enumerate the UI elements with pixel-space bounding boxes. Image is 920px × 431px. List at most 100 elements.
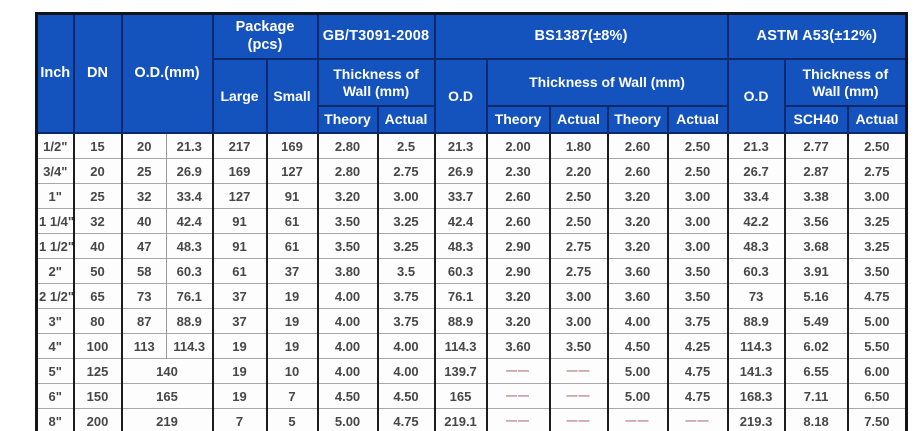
cell-astm-od: 114.3 <box>726 333 785 359</box>
col-header-package: Package (pcs) <box>211 12 319 60</box>
cell-package-large: 91 <box>211 233 267 259</box>
cell-gb-theory: 4.00 <box>316 283 378 309</box>
cell-astm-actual: 5.50 <box>846 333 907 359</box>
table-row: 3" 80 87 88.9 37 19 4.00 3.75 88.9 3.20 3.00 4.00 3.… <box>36 308 907 334</box>
cell-astm-od: 168.3 <box>726 383 785 409</box>
cell-bs-theory-1: 2.90 <box>485 233 550 259</box>
col-header-bs-od: O.D <box>433 58 488 134</box>
col-header-bs-theory-1: Theory <box>485 105 551 134</box>
cell-bs-theory-1: 2.60 <box>485 183 550 209</box>
col-header-bs-theory-2: Theory <box>606 105 669 134</box>
cell-bs-theory-2: 3.60 <box>606 283 668 309</box>
cell-od-actual: 21.3 <box>166 132 213 159</box>
cell-astm-actual: 7.50 <box>846 408 907 431</box>
cell-gb-actual: 4.50 <box>376 383 435 409</box>
cell-bs-actual-2: 4.25 <box>666 333 728 359</box>
cell-astm-sch40: 8.18 <box>783 408 848 431</box>
col-header-bs-actual-1: Actual <box>548 105 609 134</box>
cell-package-large: 37 <box>211 283 267 309</box>
cell-package-small: 19 <box>265 283 318 309</box>
cell-bs-theory-2: 3.20 <box>606 208 668 234</box>
cell-astm-actual: 2.50 <box>846 132 907 159</box>
cell-package-small: 61 <box>265 208 318 234</box>
cell-astm-actual: 3.50 <box>846 258 907 284</box>
cell-gb-actual: 3.25 <box>376 233 435 259</box>
cell-od-actual: 88.9 <box>166 308 213 334</box>
cell-bs-theory-1: 2.30 <box>485 158 550 184</box>
cell-astm-od: 26.7 <box>726 158 785 184</box>
cell-dn: 40 <box>72 233 122 259</box>
cell-bs-theory-2: 2.60 <box>606 158 668 184</box>
cell-bs-theory-2: 4.50 <box>606 333 668 359</box>
cell-bs-actual-2: 3.00 <box>666 208 728 234</box>
cell-astm-actual: 6.00 <box>846 358 907 384</box>
cell-astm-actual: 3.25 <box>846 208 907 234</box>
cell-astm-sch40: 3.91 <box>783 258 848 284</box>
cell-inch: 6" <box>36 383 74 409</box>
cell-gb-theory: 2.80 <box>316 158 378 184</box>
cell-inch: 5" <box>36 358 74 384</box>
cell-bs-od: 60.3 <box>433 258 487 284</box>
cell-astm-od: 48.3 <box>726 233 785 259</box>
cell-inch: 3/4" <box>36 158 74 184</box>
cell-bs-theory-1: —— <box>485 358 550 384</box>
cell-astm-sch40: 5.49 <box>783 308 848 334</box>
cell-package-small: 127 <box>265 158 318 184</box>
cell-bs-od: 139.7 <box>433 358 487 384</box>
cell-gb-actual: 4.75 <box>376 408 435 431</box>
cell-astm-sch40: 2.77 <box>783 132 848 159</box>
col-header-bs-actual-2: Actual <box>666 105 729 134</box>
cell-dn: 80 <box>72 308 122 334</box>
cell-package-small: 5 <box>265 408 318 431</box>
col-header-dn: DN <box>72 12 123 134</box>
cell-bs-actual-1: 1.80 <box>548 132 608 159</box>
cell-package-small: 169 <box>265 132 318 159</box>
cell-gb-actual: 3.75 <box>376 308 435 334</box>
cell-inch: 1 1/4" <box>36 208 74 234</box>
cell-astm-od: 33.4 <box>726 183 785 209</box>
cell-gb-theory: 3.80 <box>316 258 378 284</box>
cell-dn: 32 <box>72 208 122 234</box>
cell-bs-theory-2: —— <box>606 408 668 431</box>
cell-dn: 50 <box>72 258 122 284</box>
cell-package-small: 91 <box>265 183 318 209</box>
cell-astm-sch40: 5.16 <box>783 283 848 309</box>
cell-bs-od: 26.9 <box>433 158 487 184</box>
cell-bs-od: 165 <box>433 383 487 409</box>
cell-gb-actual: 2.75 <box>376 158 435 184</box>
cell-od-nominal: 113 <box>120 333 167 359</box>
cell-od-nominal: 32 <box>120 183 167 209</box>
table-body: 1/2" 15 20 21.3 217 169 2.80 2.5 21.3 2.00 1.80 2.6… <box>36 132 907 431</box>
cell-bs-actual-2: 4.75 <box>666 383 728 409</box>
cell-od-nominal: 20 <box>120 132 167 159</box>
cell-bs-actual-2: 2.50 <box>666 158 728 184</box>
cell-package-large: 7 <box>211 408 267 431</box>
cell-gb-actual: 3.5 <box>376 258 435 284</box>
cell-bs-actual-1: —— <box>548 383 608 409</box>
cell-bs-actual-2: 4.75 <box>666 358 728 384</box>
cell-bs-theory-2: 5.00 <box>606 383 668 409</box>
cell-dn: 125 <box>72 358 122 384</box>
cell-bs-theory-1: 2.00 <box>485 132 550 159</box>
cell-astm-actual: 2.75 <box>846 158 907 184</box>
package-unit: (pcs) <box>247 36 283 53</box>
col-header-bs-thickness: Thickness of Wall (mm) <box>485 58 729 107</box>
cell-astm-od: 42.2 <box>726 208 785 234</box>
cell-bs-actual-1: 3.00 <box>548 283 608 309</box>
cell-package-large: 19 <box>211 383 267 409</box>
cell-bs-actual-1: —— <box>548 358 608 384</box>
table-row: 3/4" 20 25 26.9 169 127 2.80 2.75 26.9 2.30 2.20 2.… <box>36 158 907 184</box>
cell-dn: 25 <box>72 183 122 209</box>
table-row: 2 1/2" 65 73 76.1 37 19 4.00 3.75 76.1 3.20 3.00 3.… <box>36 283 907 309</box>
col-header-astm-standard: ASTM A53(±12%) <box>726 12 908 60</box>
cell-dn: 100 <box>72 333 122 359</box>
cell-od-nominal: 40 <box>120 208 167 234</box>
cell-bs-od: 114.3 <box>433 333 487 359</box>
cell-astm-od: 88.9 <box>726 308 785 334</box>
col-header-gb-actual: Actual <box>376 105 436 134</box>
cell-astm-sch40: 6.02 <box>783 333 848 359</box>
cell-bs-actual-2: —— <box>666 408 728 431</box>
cell-bs-theory-1: —— <box>485 383 550 409</box>
cell-od-actual: 42.4 <box>166 208 213 234</box>
col-header-astm-thickness: Thickness of Wall (mm) <box>783 58 908 107</box>
